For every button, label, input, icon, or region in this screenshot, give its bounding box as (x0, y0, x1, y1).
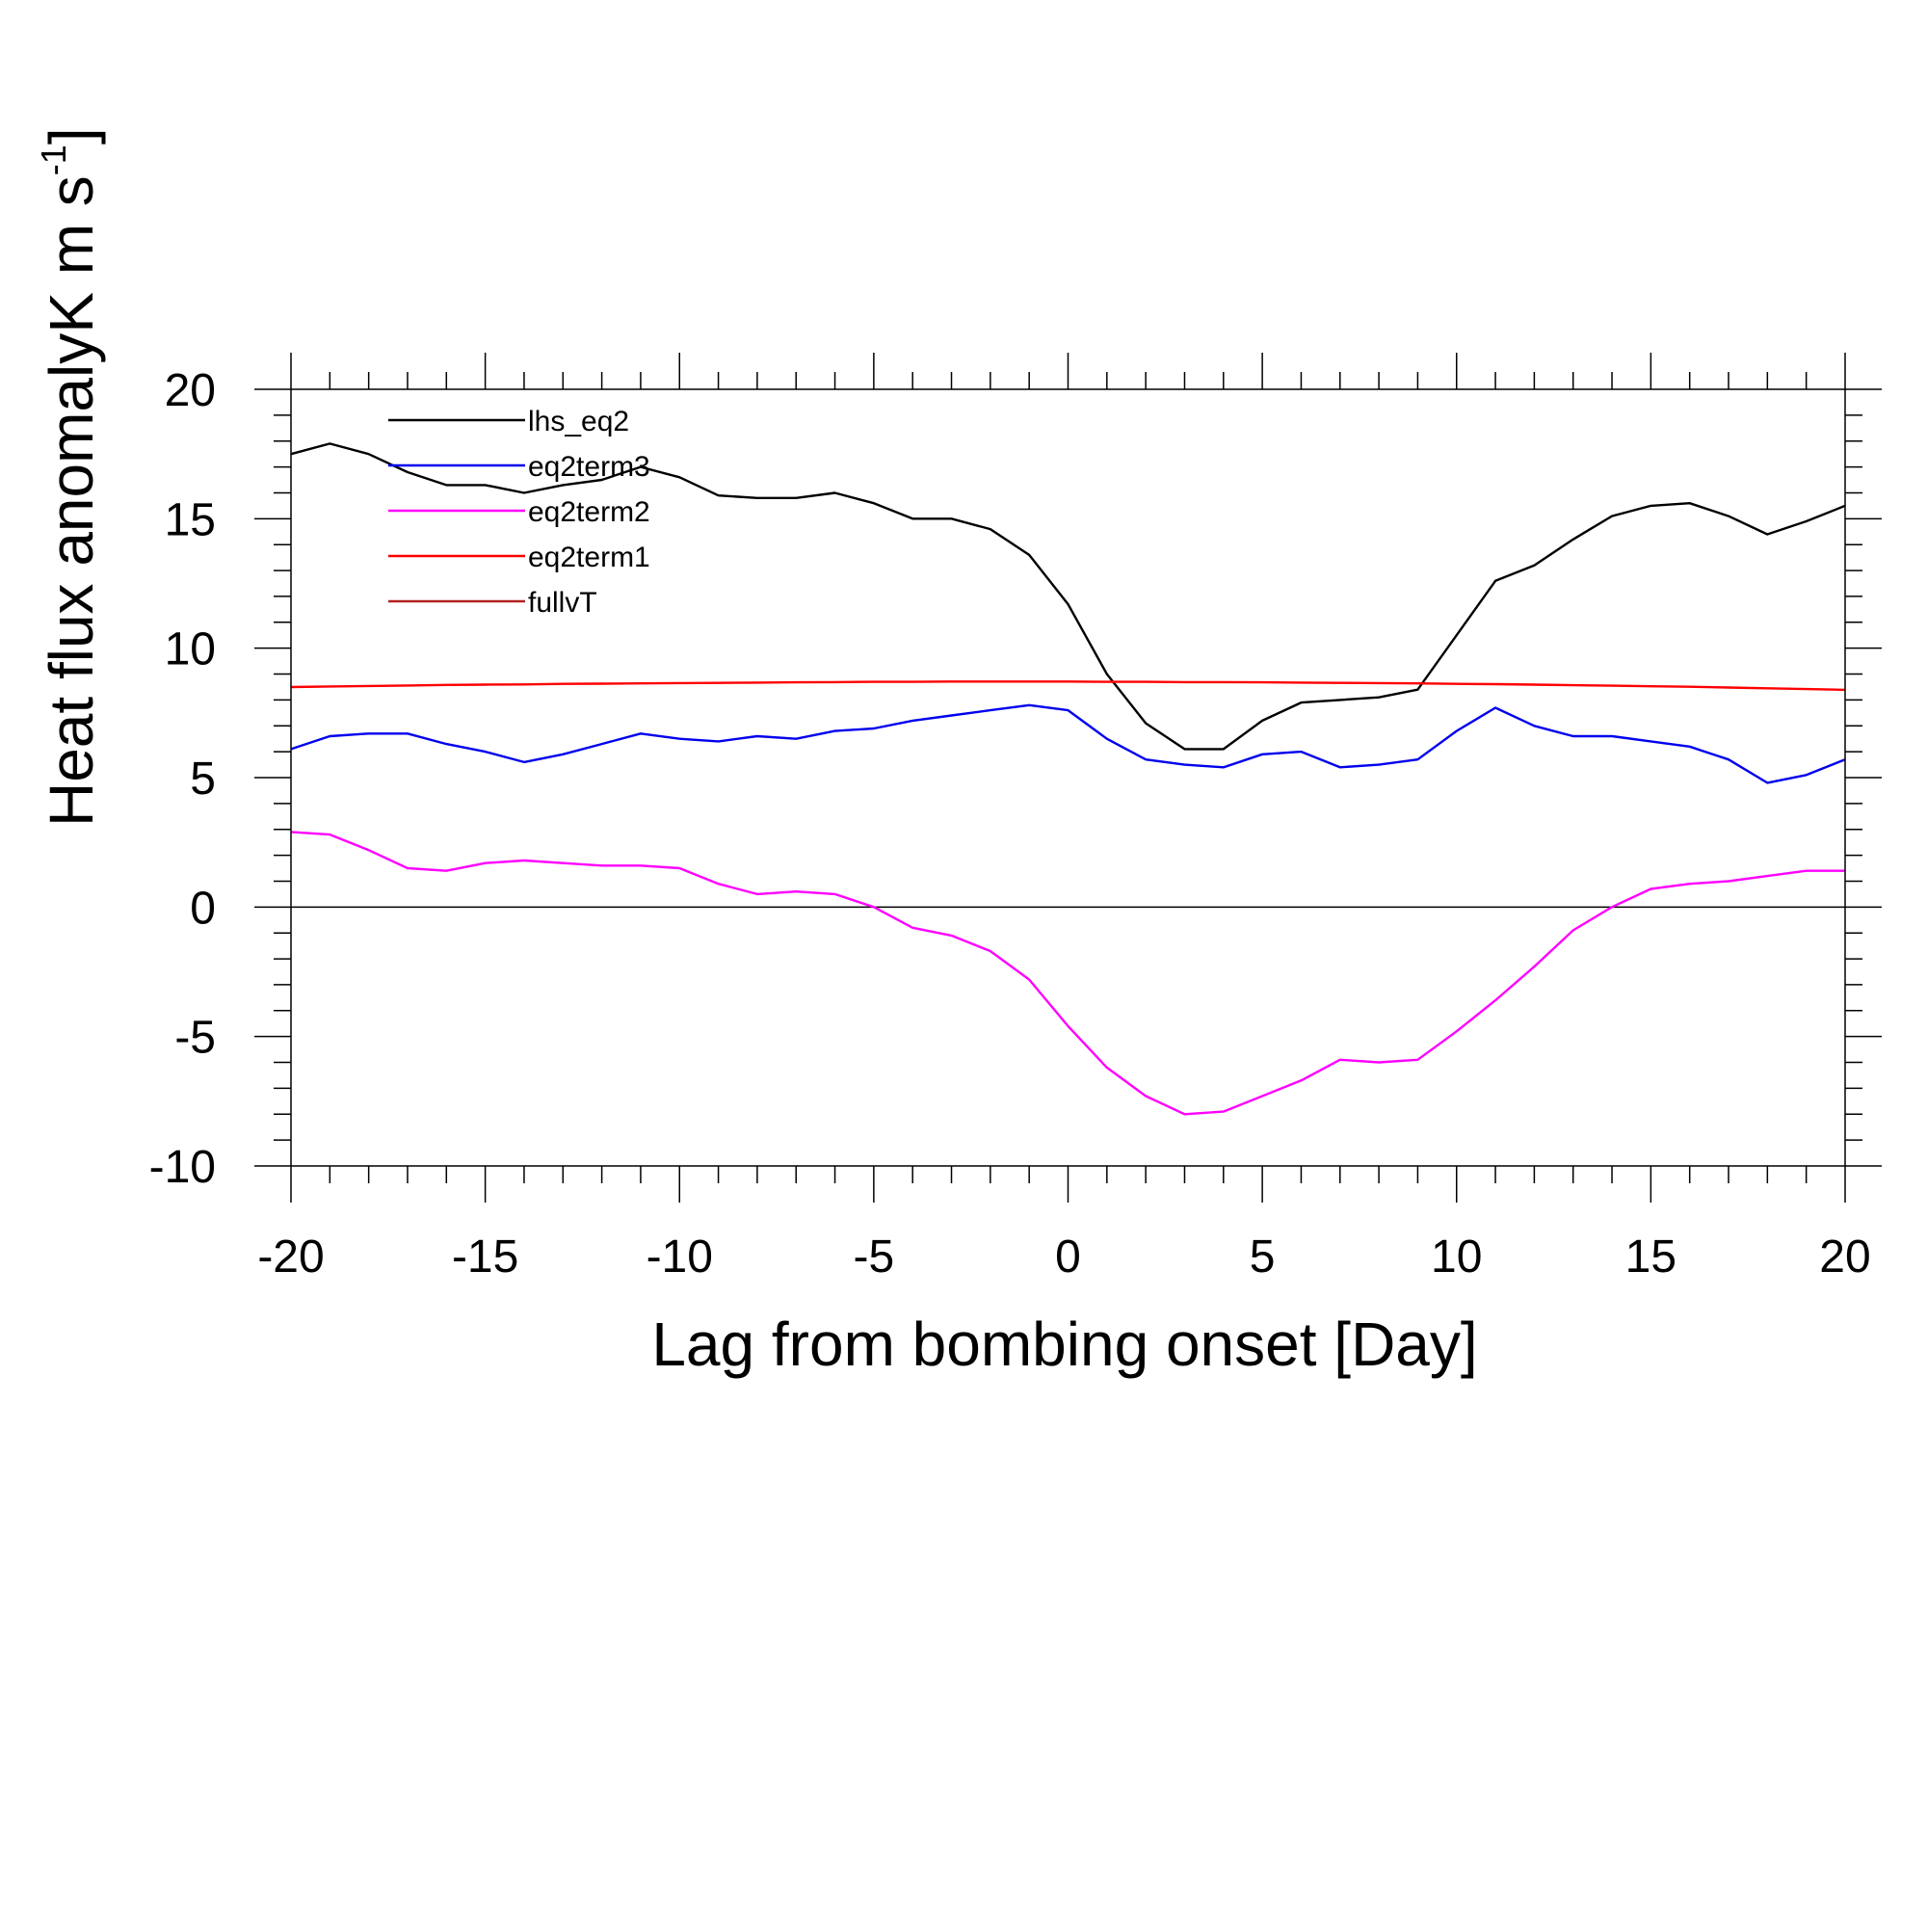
y-axis-label-main: Heat flux anomalyK m s (37, 175, 106, 827)
y-axis-label-bracket: ] (37, 127, 106, 145)
x-tick-label: -5 (854, 1231, 895, 1283)
x-tick-label: 5 (1250, 1231, 1276, 1283)
series-line-eq2term1 (290, 680, 1846, 692)
y-tick-label: 10 (165, 624, 216, 675)
x-tick-label: 0 (1055, 1231, 1081, 1283)
y-axis-label-superscript: -1 (34, 145, 73, 175)
axis-ticks (254, 353, 1882, 1203)
y-tick-label: 15 (165, 494, 216, 545)
y-tick-label: -5 (174, 1013, 216, 1064)
series-lines (290, 442, 1846, 1116)
series-line-lhs_eq2 (290, 442, 1846, 751)
x-tick-label: -10 (647, 1231, 713, 1283)
x-tick-labels: -20 -15 -10 -5 0 5 10 15 20 (257, 1231, 1870, 1283)
y-tick-labels: -10 -5 0 5 10 15 20 (149, 365, 216, 1193)
legend-label-eq2term2: eq2term2 (528, 496, 650, 528)
y-axis-label: Heat flux anomalyK m s-1] (34, 127, 106, 827)
x-tick-label: -20 (257, 1231, 324, 1283)
series-line-eq2term3 (290, 703, 1846, 784)
legend-label-lhs_eq2: lhs_eq2 (528, 406, 629, 437)
legend: lhs_eq2 eq2term3 eq2term2 eq2term1 fullvT (388, 406, 650, 619)
y-tick-label: 5 (190, 754, 216, 805)
legend-label-eq2term1: eq2term1 (528, 542, 650, 573)
legend-label-eq2term3: eq2term3 (528, 451, 650, 483)
x-tick-label: -15 (452, 1231, 518, 1283)
x-axis-label: Lag from bombing onset [Day] (651, 1310, 1477, 1379)
y-tick-label: 20 (165, 365, 216, 416)
y-tick-label: -10 (149, 1142, 216, 1193)
x-tick-label: 15 (1625, 1231, 1676, 1283)
x-tick-label: 20 (1819, 1231, 1870, 1283)
series-line-eq2term2 (290, 831, 1845, 1116)
plot-frame (290, 388, 1846, 1167)
legend-label-fullvT: fullvT (528, 587, 597, 619)
y-tick-label: 0 (190, 883, 216, 934)
x-tick-label: 10 (1431, 1231, 1482, 1283)
